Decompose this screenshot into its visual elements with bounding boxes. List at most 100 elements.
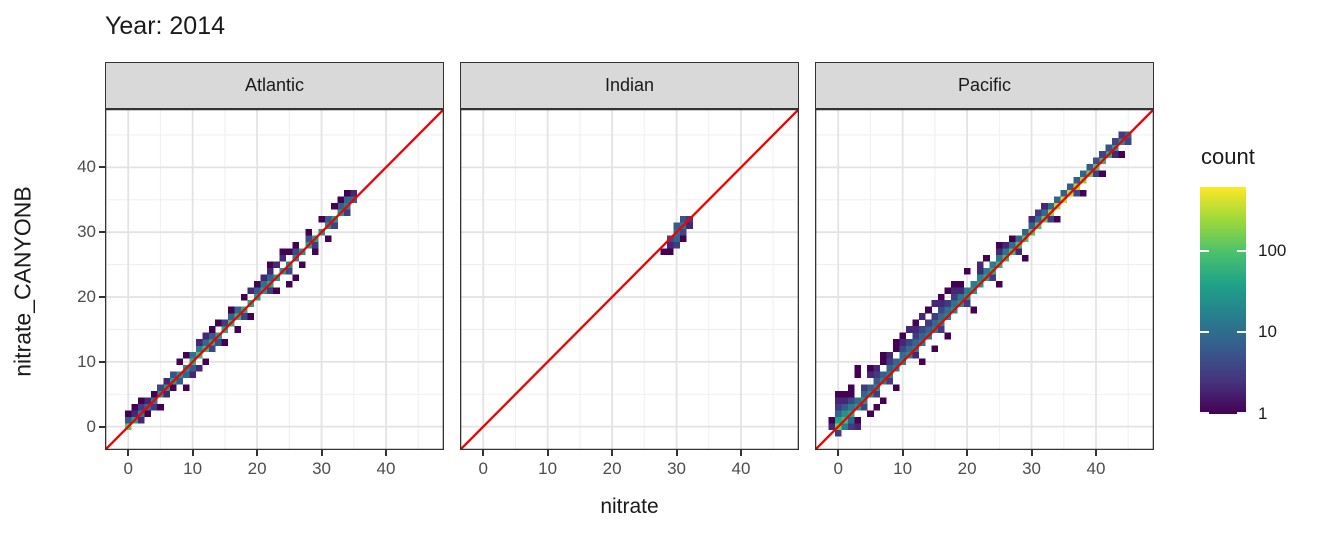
identity-line <box>815 109 1154 450</box>
bin <box>899 332 907 340</box>
bin <box>1118 131 1126 139</box>
bin <box>847 391 855 398</box>
x-tick-mark <box>256 450 259 456</box>
bin <box>202 339 209 346</box>
bin <box>679 228 687 236</box>
legend-tick-mark <box>1200 331 1209 334</box>
bin <box>163 378 171 385</box>
facet-strip-label: Indian <box>604 75 655 95</box>
bin <box>963 267 971 275</box>
bin <box>957 287 965 294</box>
bin <box>124 410 132 418</box>
bin <box>854 365 861 372</box>
y-tick-label: 30 <box>77 222 96 242</box>
bin <box>170 384 177 392</box>
legend-tick-mark <box>1237 331 1246 334</box>
bin <box>912 326 919 333</box>
bin <box>234 326 242 333</box>
bin <box>195 365 203 372</box>
bin <box>1124 138 1132 145</box>
bin <box>279 254 287 262</box>
bin <box>208 345 216 353</box>
bin <box>860 403 868 411</box>
bin <box>150 391 158 398</box>
facet-strip-label: Pacific <box>957 75 1011 95</box>
x-tick-label: 0 <box>478 459 488 478</box>
bin <box>1041 203 1048 210</box>
bin <box>892 345 900 353</box>
bin <box>279 248 287 255</box>
bin <box>344 190 351 197</box>
bin <box>176 378 184 385</box>
bin <box>131 403 138 411</box>
bin <box>182 352 190 359</box>
bin <box>925 326 932 333</box>
bin <box>292 274 300 281</box>
bin <box>124 416 132 424</box>
x-tick-mark <box>127 450 130 456</box>
bin <box>867 384 874 392</box>
bin <box>247 287 255 294</box>
bin <box>983 254 990 262</box>
panel-indian <box>460 109 799 450</box>
bin <box>1079 190 1087 197</box>
bin <box>854 371 861 379</box>
x-tick-mark <box>837 450 840 456</box>
x-tick-label: 20 <box>602 459 622 478</box>
legend-tick-mark <box>1200 412 1209 414</box>
bin <box>202 332 209 340</box>
bin <box>912 352 919 359</box>
bin <box>834 403 842 411</box>
bin <box>834 397 842 405</box>
bin <box>208 332 216 340</box>
bin <box>1028 215 1035 223</box>
bin <box>873 365 881 372</box>
bin <box>938 326 945 333</box>
bin <box>163 391 171 398</box>
bin <box>873 391 881 398</box>
x-tick-label: 40 <box>1086 459 1106 478</box>
bin <box>918 358 926 366</box>
bin <box>892 358 900 366</box>
bin <box>970 306 977 314</box>
legend-tick-mark <box>1237 412 1246 414</box>
bin <box>337 196 345 204</box>
bin <box>679 235 687 243</box>
bin <box>286 267 293 275</box>
bin <box>221 339 229 346</box>
bin <box>931 345 939 353</box>
bin <box>344 209 351 217</box>
bin <box>873 378 881 385</box>
bin <box>228 313 235 320</box>
bin <box>1034 215 1042 223</box>
bin <box>170 371 177 379</box>
bin <box>944 332 952 340</box>
bin <box>950 287 958 294</box>
bin <box>931 300 939 307</box>
bin <box>273 287 280 294</box>
facet-strip-pacific: Pacific <box>815 62 1154 109</box>
bin <box>834 391 842 398</box>
bin <box>860 384 868 392</box>
bin <box>1008 235 1016 243</box>
bin <box>157 384 164 392</box>
bin <box>847 403 855 411</box>
x-tick-label: 0 <box>833 459 843 478</box>
bin <box>1002 241 1010 249</box>
bin <box>938 293 945 301</box>
bin <box>266 287 274 294</box>
bin <box>1041 209 1048 217</box>
facet-strip-atlantic: Atlantic <box>105 62 444 109</box>
bin <box>841 391 848 398</box>
bin <box>1086 164 1093 171</box>
bin <box>1112 151 1119 158</box>
bin <box>202 358 209 366</box>
bin <box>931 319 939 327</box>
bin <box>666 241 674 249</box>
x-tick-label: 40 <box>376 459 396 478</box>
bin <box>208 326 216 333</box>
bin <box>1015 248 1023 255</box>
bin <box>686 222 693 230</box>
bin <box>150 403 158 411</box>
